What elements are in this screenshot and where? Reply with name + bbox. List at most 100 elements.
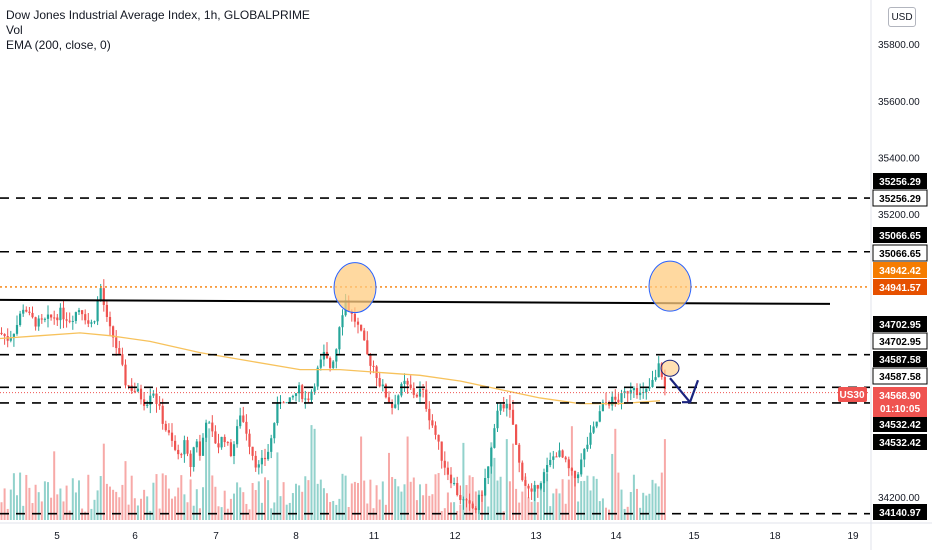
candle-body-up xyxy=(453,482,456,484)
volume-bar xyxy=(632,474,635,520)
price-tag-text: 34587.58 xyxy=(879,355,921,366)
candle-body-up xyxy=(533,485,536,492)
candle-body-down xyxy=(617,399,620,403)
volume-bar xyxy=(34,484,37,520)
volume-bar xyxy=(195,489,198,520)
volume-bar xyxy=(282,482,285,520)
volume-bar xyxy=(561,479,564,520)
candle-body-up xyxy=(15,325,19,334)
volume-bar xyxy=(502,511,505,520)
candle-body-up xyxy=(381,384,384,387)
legend-ema[interactable]: EMA (200, close, 0) xyxy=(6,38,111,52)
volume-bar xyxy=(456,510,459,520)
price-tag-box xyxy=(873,262,927,278)
volume-bar xyxy=(353,481,356,520)
candle-body-down xyxy=(301,385,304,400)
volume-bar xyxy=(446,492,449,520)
volume-bar xyxy=(496,480,499,520)
x-tick-label: 11 xyxy=(369,531,380,542)
volume-bar xyxy=(16,495,18,520)
candle-body-up xyxy=(74,312,77,321)
volume-bar xyxy=(378,499,381,520)
projection-arrow-tip xyxy=(688,379,700,403)
volume-bar xyxy=(93,499,96,520)
candle-body-up xyxy=(294,393,298,396)
volume-bar xyxy=(53,451,56,520)
x-tick-label: 18 xyxy=(769,531,781,542)
candle-body-up xyxy=(192,447,195,467)
volume-bar xyxy=(50,497,53,520)
volume-bar xyxy=(450,502,452,520)
candle-body-down xyxy=(155,393,158,405)
x-tick-label: 7 xyxy=(213,531,219,542)
volume-bar xyxy=(102,443,105,520)
volume-bar xyxy=(192,505,195,520)
volume-bar xyxy=(177,487,180,520)
candle-body-up xyxy=(546,465,549,473)
candle-body-up xyxy=(232,444,236,456)
volume-bar xyxy=(276,452,279,520)
legend-title[interactable]: Dow Jones Industrial Average Index, 1h, … xyxy=(6,8,310,22)
volume-bar xyxy=(335,504,338,520)
candle-body-down xyxy=(214,431,217,444)
candle-body-up xyxy=(577,474,580,479)
price-tag-box xyxy=(872,332,928,350)
candle-body-up xyxy=(583,449,586,460)
candle-body-down xyxy=(406,380,409,385)
volume-bar xyxy=(62,501,65,520)
candle-body-up xyxy=(313,386,316,392)
volume-bar xyxy=(291,493,294,520)
candle-body-up xyxy=(273,423,276,439)
candle-body-down xyxy=(356,321,360,325)
candle-body-up xyxy=(19,313,22,326)
volume-bar xyxy=(326,493,328,520)
volume-bar xyxy=(471,477,474,520)
x-tick-label: 12 xyxy=(449,531,461,542)
candle-body-down xyxy=(409,384,412,389)
volume-bar xyxy=(273,502,276,520)
volume-bar xyxy=(251,483,254,520)
candle-body-down xyxy=(229,442,232,456)
volume-bar xyxy=(133,498,136,520)
legend-vol[interactable]: Vol xyxy=(6,23,23,37)
candle-body-down xyxy=(87,320,90,324)
volume-bar xyxy=(580,481,583,520)
volume-bar xyxy=(65,485,68,520)
candle-body-down xyxy=(118,348,121,355)
candle-body-down xyxy=(511,409,515,425)
candle-body-down xyxy=(564,457,567,460)
candle-body-up xyxy=(59,307,62,321)
candle-body-down xyxy=(614,396,617,400)
volume-bar xyxy=(174,496,177,520)
candle-body-up xyxy=(487,466,490,479)
candle-body-down xyxy=(422,388,425,390)
volume-bar xyxy=(43,481,46,520)
candle-body-down xyxy=(177,449,180,455)
volume-bar xyxy=(341,473,344,520)
candle-body-up xyxy=(99,288,102,301)
x-tick-label: 15 xyxy=(688,531,700,542)
volume-bar xyxy=(363,480,366,520)
volume-bar xyxy=(493,457,496,520)
candle-body-down xyxy=(530,488,533,492)
candle-body-up xyxy=(642,392,645,394)
volume-bar xyxy=(415,500,418,520)
candle-body-up xyxy=(654,377,657,380)
volume-bar xyxy=(477,490,480,520)
candle-body-up xyxy=(304,398,307,400)
candle-body-down xyxy=(40,318,43,320)
volume-bar xyxy=(648,493,651,520)
volume-bar xyxy=(254,490,257,520)
candle-body-down xyxy=(502,404,505,409)
candle-body-up xyxy=(77,310,81,313)
candle-body-up xyxy=(257,464,260,468)
candle-body-down xyxy=(68,320,71,322)
candle-body-down xyxy=(174,440,177,450)
volume-bar xyxy=(322,488,325,520)
candle-body-down xyxy=(387,397,391,404)
volume-bar xyxy=(601,498,604,520)
candle-body-up xyxy=(239,415,242,427)
candle-body-up xyxy=(484,478,487,496)
currency-button[interactable]: USD xyxy=(888,7,916,27)
